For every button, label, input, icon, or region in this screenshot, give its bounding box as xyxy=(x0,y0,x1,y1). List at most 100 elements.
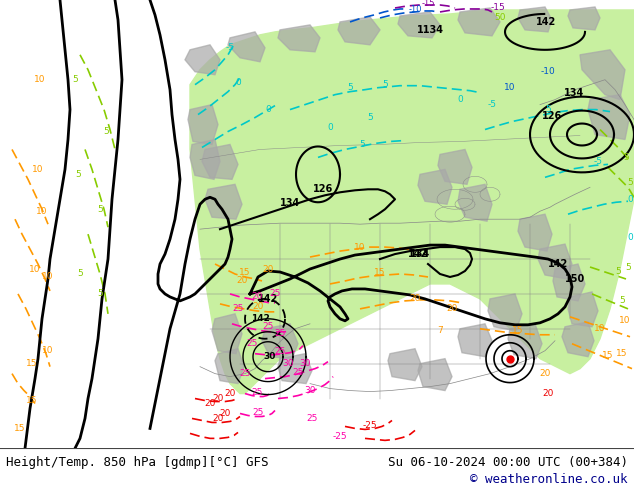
Text: 10: 10 xyxy=(29,265,41,273)
Text: 30: 30 xyxy=(264,352,276,361)
Text: 15: 15 xyxy=(512,326,524,335)
Text: 142: 142 xyxy=(548,259,568,269)
Text: 0: 0 xyxy=(627,195,633,204)
Text: 1134: 1134 xyxy=(417,25,444,35)
Text: 126: 126 xyxy=(313,184,333,195)
Text: 10: 10 xyxy=(36,207,48,216)
Text: 15: 15 xyxy=(239,269,251,277)
Text: 10: 10 xyxy=(42,272,54,281)
Text: 25: 25 xyxy=(251,388,262,397)
Text: Height/Temp. 850 hPa [gdmp][°C] GFS: Height/Temp. 850 hPa [gdmp][°C] GFS xyxy=(6,456,269,469)
Polygon shape xyxy=(188,105,218,145)
Polygon shape xyxy=(212,314,242,354)
Text: 10: 10 xyxy=(34,75,46,84)
Polygon shape xyxy=(418,359,452,391)
Text: 20: 20 xyxy=(236,276,248,286)
Polygon shape xyxy=(418,170,452,204)
Text: 5: 5 xyxy=(627,178,633,187)
Text: 50: 50 xyxy=(495,13,506,23)
Polygon shape xyxy=(580,50,625,99)
Text: 5: 5 xyxy=(97,205,103,214)
Text: 20: 20 xyxy=(446,304,458,314)
Text: 5: 5 xyxy=(625,263,631,271)
Text: 15: 15 xyxy=(616,349,628,358)
Text: 10: 10 xyxy=(354,243,366,251)
Text: 0: 0 xyxy=(235,78,241,87)
Text: 5: 5 xyxy=(545,105,551,114)
Text: 20: 20 xyxy=(212,414,224,423)
Text: 0: 0 xyxy=(627,233,633,242)
Text: 0: 0 xyxy=(265,105,271,114)
Text: 15: 15 xyxy=(14,424,26,433)
Polygon shape xyxy=(262,324,298,359)
Text: 20: 20 xyxy=(224,389,236,398)
Polygon shape xyxy=(458,184,492,221)
Polygon shape xyxy=(508,324,542,359)
Text: 10: 10 xyxy=(619,317,631,325)
Text: 25: 25 xyxy=(252,408,264,417)
Text: 142: 142 xyxy=(408,249,428,259)
Text: 20: 20 xyxy=(251,293,262,301)
Text: 25: 25 xyxy=(306,414,318,423)
Text: -5: -5 xyxy=(593,157,602,166)
Polygon shape xyxy=(562,322,594,357)
Text: 20: 20 xyxy=(204,399,216,408)
Text: 142: 142 xyxy=(258,294,278,304)
Text: 30: 30 xyxy=(282,359,294,368)
Text: 20: 20 xyxy=(262,265,274,273)
Text: 5: 5 xyxy=(347,83,353,92)
Polygon shape xyxy=(338,17,380,45)
Text: 20: 20 xyxy=(542,389,553,398)
Text: -5: -5 xyxy=(226,43,235,52)
Text: -5: -5 xyxy=(488,100,496,109)
Polygon shape xyxy=(190,10,634,393)
Polygon shape xyxy=(458,8,500,36)
Text: 15: 15 xyxy=(26,359,38,368)
Polygon shape xyxy=(538,244,572,279)
Text: -10: -10 xyxy=(408,5,422,15)
Text: 150: 150 xyxy=(565,274,585,284)
Polygon shape xyxy=(438,149,472,184)
Polygon shape xyxy=(518,7,552,32)
Text: 5: 5 xyxy=(367,113,373,122)
Text: 25: 25 xyxy=(269,290,281,298)
Polygon shape xyxy=(185,45,220,75)
Polygon shape xyxy=(202,145,238,179)
Text: 25: 25 xyxy=(247,339,257,348)
Text: 15: 15 xyxy=(602,351,614,360)
Polygon shape xyxy=(488,294,522,331)
Text: 30: 30 xyxy=(304,386,316,395)
Text: 5: 5 xyxy=(623,153,629,162)
Text: -25: -25 xyxy=(333,432,347,441)
Polygon shape xyxy=(388,349,422,381)
Text: 5: 5 xyxy=(75,170,81,179)
Text: 20: 20 xyxy=(252,302,264,311)
Text: 25: 25 xyxy=(275,329,286,338)
Text: 5: 5 xyxy=(103,127,109,136)
Polygon shape xyxy=(518,214,552,251)
Text: 5: 5 xyxy=(77,270,83,278)
Text: 30: 30 xyxy=(299,359,311,368)
Text: 10: 10 xyxy=(594,324,605,333)
Polygon shape xyxy=(588,95,630,140)
Polygon shape xyxy=(458,324,492,357)
Text: © weatheronline.co.uk: © weatheronline.co.uk xyxy=(470,473,628,487)
Text: 134: 134 xyxy=(410,249,430,259)
Polygon shape xyxy=(190,140,220,179)
Polygon shape xyxy=(278,354,312,384)
Text: 126: 126 xyxy=(542,111,562,121)
Polygon shape xyxy=(215,349,244,384)
Polygon shape xyxy=(278,25,320,52)
Text: 10: 10 xyxy=(42,346,54,355)
Polygon shape xyxy=(553,264,585,301)
Text: 10: 10 xyxy=(32,165,44,174)
Text: 5: 5 xyxy=(72,75,78,84)
Text: 5: 5 xyxy=(615,268,621,276)
Text: 0: 0 xyxy=(327,123,333,132)
Text: 25: 25 xyxy=(262,322,274,331)
Text: -25: -25 xyxy=(363,421,377,430)
Text: 7: 7 xyxy=(437,326,443,335)
Text: Su 06-10-2024 00:00 UTC (00+384): Su 06-10-2024 00:00 UTC (00+384) xyxy=(388,456,628,469)
Text: 5: 5 xyxy=(97,290,103,298)
Text: 134: 134 xyxy=(564,88,584,98)
